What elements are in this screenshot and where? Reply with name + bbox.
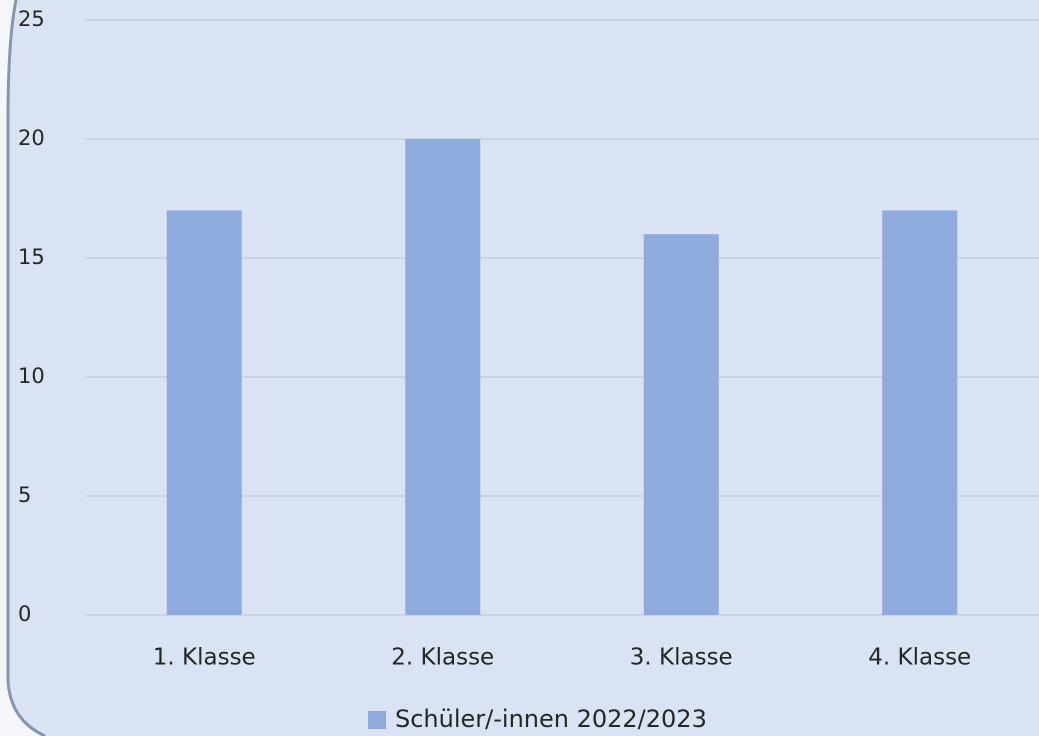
legend-swatch — [368, 711, 386, 729]
grid — [85, 19, 1039, 616]
x-tick-label: 4. Klasse — [868, 645, 971, 671]
y-tick-label: 10 — [18, 364, 45, 388]
x-tick-label: 2. Klasse — [391, 645, 494, 671]
bar — [166, 210, 242, 615]
bar — [643, 234, 719, 615]
x-tick-label: 3. Klasse — [630, 645, 733, 671]
frame-border — [6, 0, 46, 736]
legend-label: Schüler/-innen 2022/2023 — [395, 705, 707, 733]
y-tick-label: 15 — [18, 245, 45, 269]
bar — [405, 139, 481, 615]
y-tick-label: 25 — [18, 7, 45, 31]
chart-background — [8, 0, 1039, 736]
bars — [166, 139, 958, 615]
y-tick-label: 20 — [18, 126, 45, 150]
y-tick-label: 0 — [18, 602, 31, 626]
bar — [882, 210, 958, 615]
x-tick-label: 1. Klasse — [153, 645, 256, 671]
frame-outside — [0, 0, 45, 736]
y-tick-label: 5 — [18, 483, 31, 507]
labels: 0 5 10 15 20 25 1. Klasse 2. Klasse 3. Klasse 4. … — [18, 7, 971, 733]
